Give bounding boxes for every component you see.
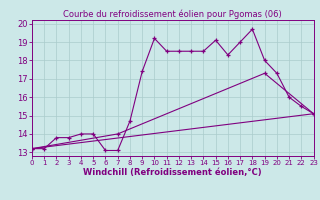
Title: Courbe du refroidissement éolien pour Pgomas (06): Courbe du refroidissement éolien pour Pg… [63, 10, 282, 19]
X-axis label: Windchill (Refroidissement éolien,°C): Windchill (Refroidissement éolien,°C) [84, 168, 262, 177]
